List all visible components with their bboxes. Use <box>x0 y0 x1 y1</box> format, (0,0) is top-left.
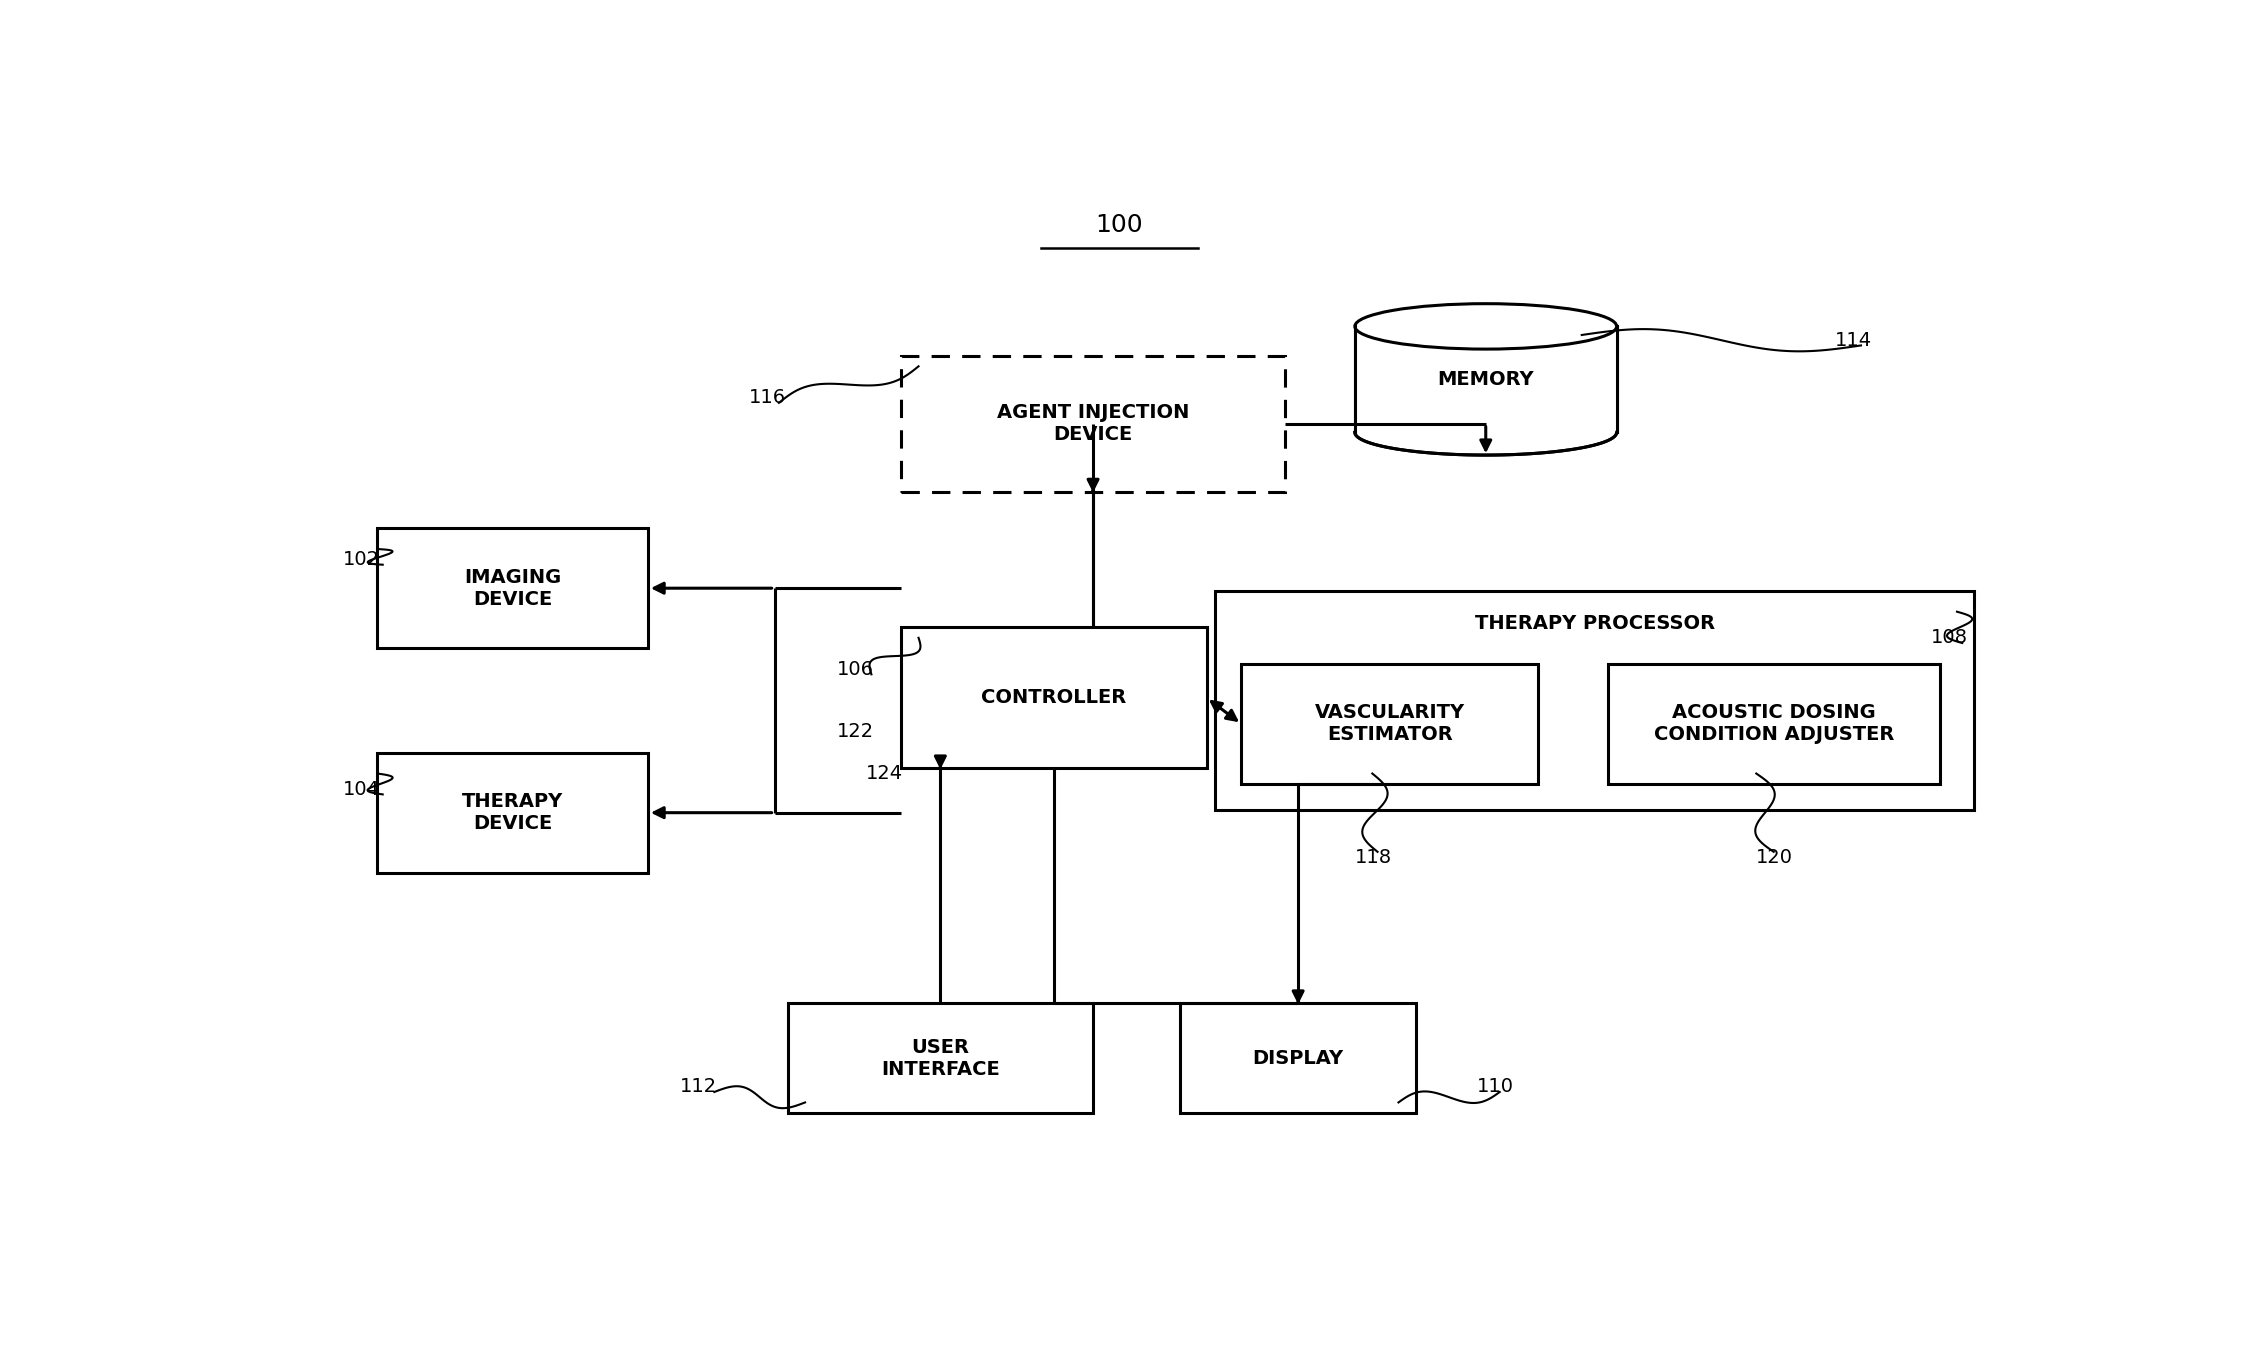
Bar <box>788 1003 1092 1113</box>
Text: 104: 104 <box>342 780 381 799</box>
Text: 118: 118 <box>1356 848 1392 866</box>
Text: AGENT INJECTION
DEVICE: AGENT INJECTION DEVICE <box>998 403 1189 445</box>
Text: 100: 100 <box>1094 213 1144 237</box>
Text: VASCULARITY
ESTIMATOR: VASCULARITY ESTIMATOR <box>1315 704 1464 744</box>
Text: 110: 110 <box>1477 1077 1513 1096</box>
Bar <box>378 753 649 873</box>
Text: 114: 114 <box>1835 331 1871 350</box>
Text: 106: 106 <box>835 659 874 678</box>
Bar <box>1241 664 1538 784</box>
Bar <box>378 529 649 648</box>
Bar <box>1608 664 1939 784</box>
Ellipse shape <box>1356 304 1617 348</box>
Text: USER
INTERFACE: USER INTERFACE <box>881 1037 1000 1078</box>
Text: CONTROLLER: CONTROLLER <box>982 689 1126 708</box>
Text: ACOUSTIC DOSING
CONDITION ADJUSTER: ACOUSTIC DOSING CONDITION ADJUSTER <box>1653 704 1894 744</box>
Bar <box>901 355 1286 492</box>
Text: 116: 116 <box>750 388 786 407</box>
Bar <box>1180 1003 1417 1113</box>
Text: 120: 120 <box>1757 848 1793 866</box>
Text: MEMORY: MEMORY <box>1437 370 1534 389</box>
Text: 112: 112 <box>680 1077 716 1096</box>
Text: 122: 122 <box>835 723 874 742</box>
Bar <box>1356 327 1617 433</box>
Bar <box>901 628 1207 769</box>
Text: THERAPY
DEVICE: THERAPY DEVICE <box>462 792 563 833</box>
Text: 102: 102 <box>342 551 381 570</box>
Text: THERAPY PROCESSOR: THERAPY PROCESSOR <box>1475 614 1716 633</box>
Bar <box>1216 591 1975 810</box>
Text: 124: 124 <box>867 763 903 782</box>
Text: DISPLAY: DISPLAY <box>1252 1048 1344 1067</box>
Text: 108: 108 <box>1930 628 1968 647</box>
Text: IMAGING
DEVICE: IMAGING DEVICE <box>464 568 561 609</box>
